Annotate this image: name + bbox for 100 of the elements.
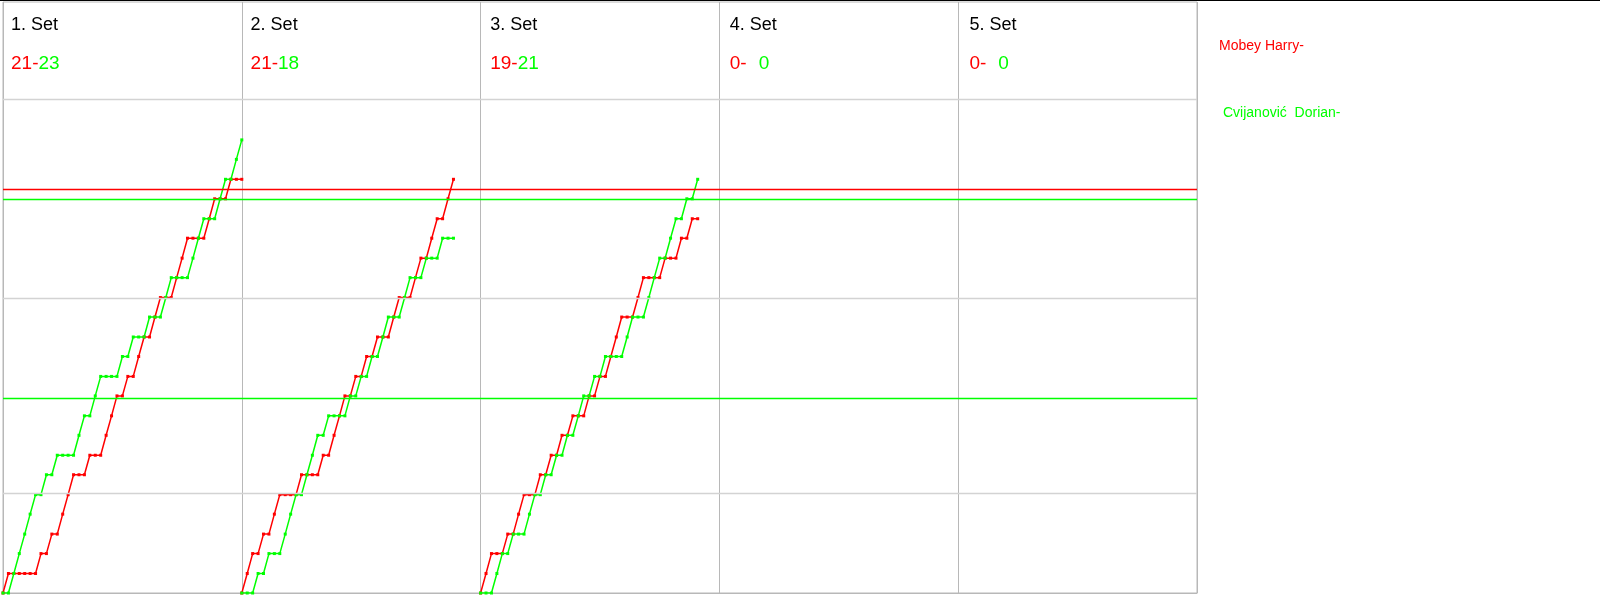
text: 5. Set bbox=[969, 14, 1017, 34]
point bbox=[88, 453, 92, 457]
point bbox=[256, 552, 260, 556]
point bbox=[560, 433, 564, 437]
point bbox=[262, 532, 266, 536]
point bbox=[120, 354, 124, 358]
point bbox=[354, 374, 358, 378]
point bbox=[169, 276, 173, 280]
point bbox=[300, 473, 303, 477]
point bbox=[669, 256, 673, 260]
point bbox=[61, 453, 65, 457]
point bbox=[316, 473, 320, 477]
point bbox=[625, 315, 629, 319]
point bbox=[386, 315, 390, 319]
text: 23 bbox=[38, 52, 60, 73]
point bbox=[430, 236, 434, 240]
point bbox=[55, 532, 59, 536]
point bbox=[50, 473, 54, 477]
point bbox=[636, 315, 640, 319]
point bbox=[186, 276, 190, 280]
text: 0 bbox=[998, 52, 1009, 73]
point bbox=[148, 315, 152, 319]
text: 0 bbox=[758, 52, 770, 73]
point bbox=[137, 335, 141, 339]
text: 4. Set bbox=[729, 14, 777, 34]
point bbox=[77, 473, 81, 477]
point bbox=[343, 414, 347, 418]
point bbox=[213, 217, 217, 221]
point bbox=[44, 552, 48, 556]
text: Cvijanović Dorian- bbox=[1223, 104, 1341, 122]
point bbox=[614, 335, 618, 339]
point bbox=[240, 177, 244, 181]
point bbox=[72, 473, 76, 477]
point bbox=[82, 473, 86, 477]
point bbox=[110, 414, 114, 418]
point bbox=[77, 433, 81, 437]
point bbox=[191, 236, 195, 240]
point bbox=[234, 157, 238, 161]
point bbox=[538, 473, 542, 477]
text: 21 bbox=[517, 52, 539, 73]
point bbox=[441, 217, 445, 221]
point bbox=[679, 217, 683, 221]
point bbox=[641, 315, 645, 319]
point bbox=[93, 453, 97, 457]
point bbox=[489, 591, 493, 595]
point bbox=[365, 374, 369, 378]
point bbox=[186, 236, 190, 240]
point bbox=[17, 552, 21, 556]
point bbox=[137, 354, 141, 358]
text: 0- bbox=[729, 52, 747, 73]
point bbox=[180, 256, 184, 260]
point bbox=[446, 236, 450, 240]
point bbox=[316, 433, 320, 437]
point bbox=[435, 217, 439, 221]
point bbox=[641, 276, 645, 280]
point bbox=[72, 453, 76, 457]
point bbox=[321, 453, 325, 457]
point bbox=[66, 453, 70, 457]
point bbox=[506, 532, 510, 536]
point bbox=[115, 374, 119, 378]
point bbox=[267, 552, 271, 556]
point bbox=[560, 453, 564, 457]
point bbox=[582, 394, 586, 398]
text: 21- bbox=[11, 52, 39, 73]
point bbox=[191, 256, 195, 260]
point bbox=[23, 532, 27, 536]
point bbox=[354, 394, 358, 398]
point bbox=[495, 552, 499, 556]
text: Mobey Harry- bbox=[1219, 37, 1305, 55]
point bbox=[484, 572, 488, 576]
point bbox=[517, 532, 521, 536]
point bbox=[397, 315, 401, 319]
point bbox=[104, 433, 108, 437]
point bbox=[88, 414, 92, 418]
point bbox=[158, 315, 162, 319]
point bbox=[451, 177, 455, 181]
point bbox=[408, 276, 412, 280]
point bbox=[451, 236, 455, 240]
point bbox=[110, 374, 114, 378]
point bbox=[131, 374, 135, 378]
point bbox=[620, 354, 624, 358]
point bbox=[180, 276, 184, 280]
point bbox=[571, 433, 575, 437]
point bbox=[696, 217, 700, 221]
point bbox=[419, 256, 423, 260]
point bbox=[224, 177, 228, 181]
point bbox=[44, 473, 48, 477]
point bbox=[39, 552, 43, 556]
point bbox=[251, 591, 255, 595]
point bbox=[679, 236, 683, 240]
point bbox=[6, 591, 10, 595]
text: 2. Set bbox=[250, 14, 298, 34]
point bbox=[17, 572, 21, 576]
point bbox=[50, 532, 54, 536]
point bbox=[343, 394, 347, 398]
point bbox=[435, 256, 439, 260]
text: 21- bbox=[250, 52, 279, 73]
point bbox=[267, 532, 271, 536]
point bbox=[126, 374, 130, 378]
point bbox=[603, 374, 607, 378]
